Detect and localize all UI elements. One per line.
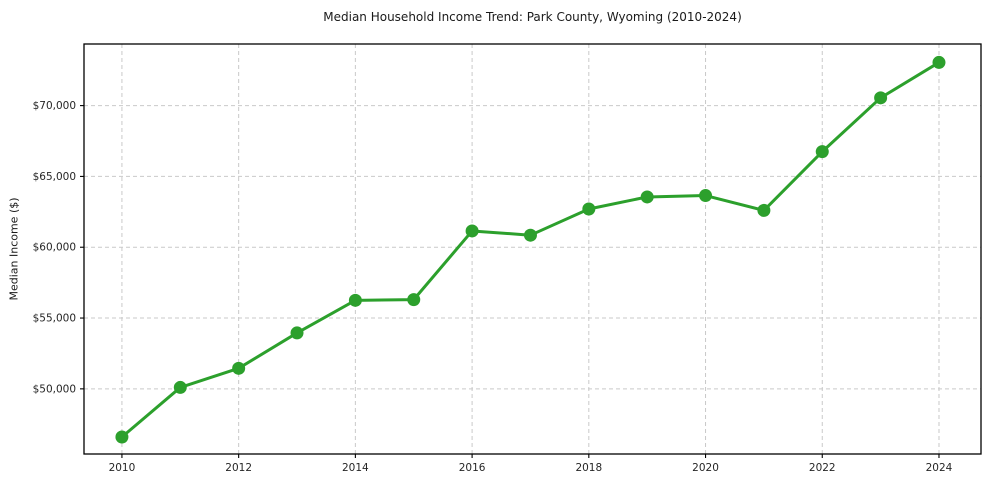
- y-tick-label: $50,000: [33, 383, 76, 395]
- x-tick-label: 2016: [459, 462, 486, 474]
- data-point-2010: [115, 430, 129, 444]
- y-tick-label: $55,000: [33, 313, 76, 325]
- data-point-2018: [582, 202, 596, 216]
- x-tick-label: 2014: [342, 462, 369, 474]
- data-point-2013: [290, 326, 304, 340]
- x-tick-label: 2010: [109, 462, 136, 474]
- data-point-2021: [757, 203, 771, 217]
- data-point-2022: [815, 145, 829, 159]
- x-tick-label: 2024: [926, 462, 953, 474]
- data-point-2015: [407, 293, 421, 307]
- axes-frame: [83, 43, 982, 455]
- data-point-2011: [173, 380, 187, 394]
- x-tick-label: 2022: [809, 462, 836, 474]
- x-tick-label: 2020: [692, 462, 719, 474]
- data-point-2016: [465, 224, 479, 238]
- y-tick-label: $70,000: [33, 100, 76, 112]
- data-point-2014: [348, 293, 362, 307]
- x-tick-label: 2012: [225, 462, 252, 474]
- chart-title: Median Household Income Trend: Park Coun…: [323, 10, 742, 24]
- trend-line: [120, 60, 941, 439]
- y-tick-label: $65,000: [33, 171, 76, 183]
- data-point-2019: [640, 190, 654, 204]
- y-tick-label: $60,000: [33, 242, 76, 254]
- data-point-2017: [523, 228, 537, 242]
- data-point-2020: [699, 189, 713, 203]
- data-point-2012: [232, 361, 246, 375]
- data-point-2023: [874, 91, 888, 105]
- x-tick-label: 2018: [575, 462, 602, 474]
- data-point-2024: [932, 55, 946, 69]
